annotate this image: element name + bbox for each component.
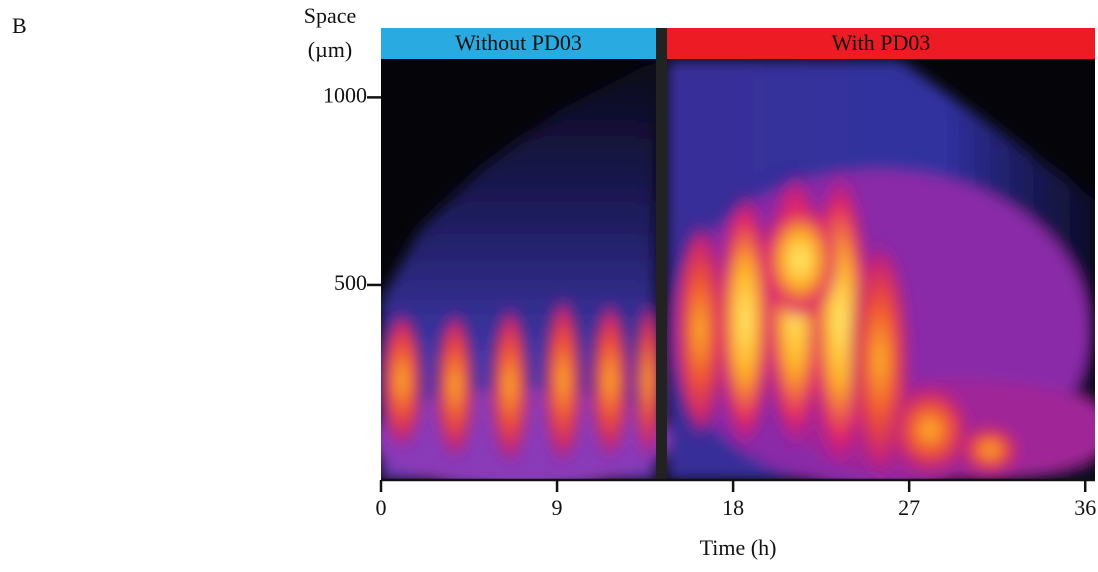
condition-label: Without PD03 [455,30,582,55]
kymograph-image [381,58,1095,480]
x-axis-label: Time (h) [700,535,777,560]
x-tick-label: 18 [722,495,744,520]
y-axis-label: (µm) [308,37,352,62]
y-tick-label: 1000 [323,82,367,107]
x-tick-label: 27 [898,495,920,520]
condition-label: With PD03 [832,30,931,55]
condition-bar [667,28,1095,59]
y-axis-label: Space [304,3,357,28]
divider [656,28,667,60]
x-tick-label: 9 [552,495,563,520]
panel-label: B [12,13,27,38]
x-tick-label: 36 [1074,495,1096,520]
x-tick-label: 0 [376,495,387,520]
condition-bar [381,28,656,59]
y-tick-label: 500 [334,270,367,295]
